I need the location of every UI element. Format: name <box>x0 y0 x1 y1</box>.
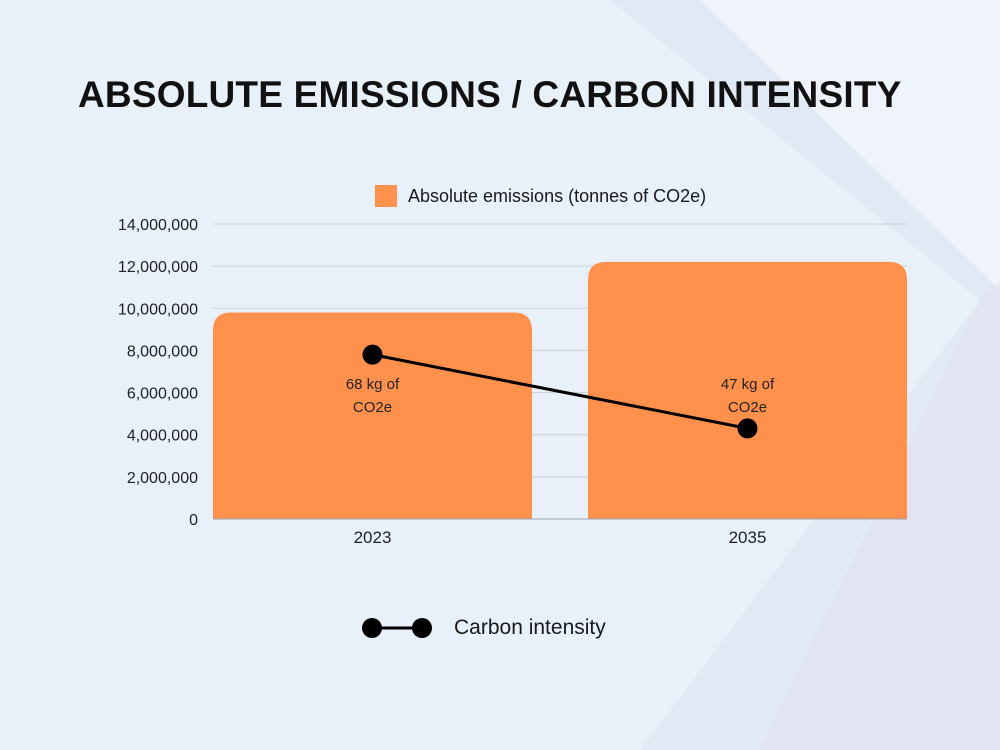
x-tick-label: 2035 <box>729 528 767 547</box>
carbon-intensity-point <box>362 344 383 365</box>
legend-label-carbon-intensity: Carbon intensity <box>454 616 606 639</box>
y-tick-label: 6,000,000 <box>127 386 198 403</box>
data-label: 68 kg of <box>346 376 400 393</box>
chart-title: ABSOLUTE EMISSIONS / CARBON INTENSITY <box>78 74 902 115</box>
y-tick-label: 14,000,000 <box>118 217 198 234</box>
y-tick-label: 12,000,000 <box>118 259 198 276</box>
carbon-intensity-line <box>372 353 748 430</box>
y-tick-label: 2,000,000 <box>127 470 198 487</box>
legend-absolute-emissions: Absolute emissions (tonnes of CO2e) <box>375 184 706 208</box>
y-tick-label: 4,000,000 <box>127 428 198 445</box>
carbon-intensity-point <box>737 418 758 439</box>
legend-line-marker <box>362 618 432 638</box>
legend-swatch-bar <box>375 185 397 207</box>
data-label: CO2e <box>728 399 767 416</box>
data-label: CO2e <box>353 399 392 416</box>
bar <box>588 261 907 519</box>
y-tick-label: 8,000,000 <box>127 343 198 360</box>
data-label: 47 kg of <box>721 376 775 393</box>
legend-carbon-intensity: Carbon intensity <box>360 612 606 644</box>
legend-label-absolute-emissions: Absolute emissions (tonnes of CO2e) <box>408 185 707 206</box>
y-tick-label: 10,000,000 <box>118 301 198 318</box>
x-tick-label: 2023 <box>354 528 392 547</box>
bar <box>213 312 532 519</box>
y-tick-label: 0 <box>189 512 198 529</box>
